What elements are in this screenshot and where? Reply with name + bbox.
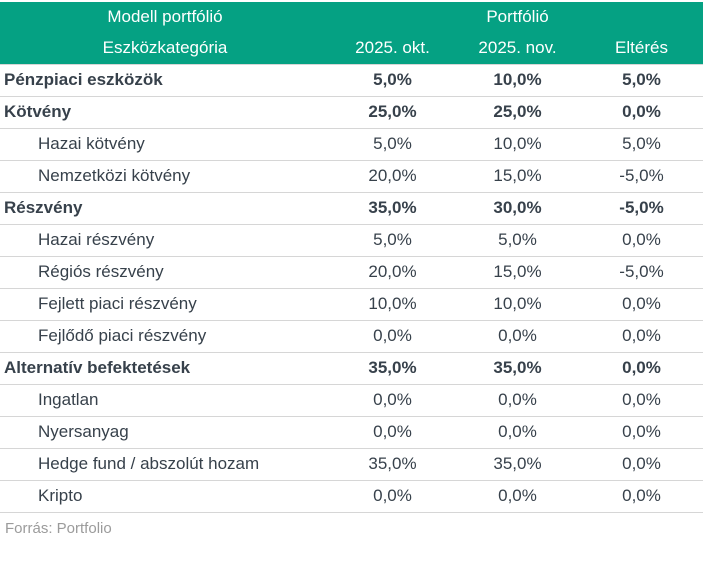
row-label: Fejlett piaci részvény	[0, 287, 330, 320]
cell-difference: 0,0%	[580, 223, 703, 256]
table-body: Pénzpiaci eszközök 5,0% 10,0% 5,0% Kötvé…	[0, 63, 703, 513]
row-label: Fejlődő piaci részvény	[0, 319, 330, 352]
cell-nov: 35,0%	[455, 447, 580, 480]
row-label: Részvény	[0, 191, 330, 224]
table-row: Fejlődő piaci részvény 0,0% 0,0% 0,0%	[0, 319, 703, 352]
cell-oct: 20,0%	[330, 159, 455, 192]
row-label: Nyersanyag	[0, 415, 330, 448]
cell-difference: 5,0%	[580, 63, 703, 96]
row-label: Ingatlan	[0, 383, 330, 416]
column-header-oct: 2025. okt.	[330, 32, 455, 64]
cell-nov: 5,0%	[455, 223, 580, 256]
cell-oct: 35,0%	[330, 351, 455, 384]
portfolio-allocation-table-wrap: Modell portfólió Portfólió Eszközkategór…	[0, 2, 703, 513]
table-row: Pénzpiaci eszközök 5,0% 10,0% 5,0%	[0, 63, 703, 96]
cell-nov: 0,0%	[455, 479, 580, 513]
cell-oct: 5,0%	[330, 63, 455, 96]
table-row: Részvény 35,0% 30,0% -5,0%	[0, 191, 703, 224]
table-row: Fejlett piaci részvény 10,0% 10,0% 0,0%	[0, 287, 703, 320]
cell-difference: 0,0%	[580, 95, 703, 128]
column-group-row: Modell portfólió Portfólió	[0, 2, 703, 32]
table-row: Nyersanyag 0,0% 0,0% 0,0%	[0, 415, 703, 448]
cell-oct: 10,0%	[330, 287, 455, 320]
cell-difference: 5,0%	[580, 127, 703, 160]
cell-nov: 10,0%	[455, 287, 580, 320]
cell-nov: 15,0%	[455, 255, 580, 288]
cell-nov: 35,0%	[455, 351, 580, 384]
cell-nov: 0,0%	[455, 415, 580, 448]
cell-nov: 10,0%	[455, 127, 580, 160]
table-row: Alternatív befektetések 35,0% 35,0% 0,0%	[0, 351, 703, 384]
cell-nov: 15,0%	[455, 159, 580, 192]
row-label: Alternatív befektetések	[0, 351, 330, 384]
cell-oct: 5,0%	[330, 127, 455, 160]
row-label: Hazai kötvény	[0, 127, 330, 160]
cell-oct: 35,0%	[330, 447, 455, 480]
cell-nov: 0,0%	[455, 383, 580, 416]
cell-oct: 0,0%	[330, 479, 455, 513]
cell-difference: 0,0%	[580, 319, 703, 352]
cell-oct: 35,0%	[330, 191, 455, 224]
column-group-portfolio: Portfólió	[455, 2, 580, 32]
cell-oct: 0,0%	[330, 415, 455, 448]
cell-difference: 0,0%	[580, 383, 703, 416]
table-row: Nemzetközi kötvény 20,0% 15,0% -5,0%	[0, 159, 703, 192]
cell-difference: 0,0%	[580, 351, 703, 384]
row-label: Pénzpiaci eszközök	[0, 63, 330, 96]
portfolio-allocation-table: Modell portfólió Portfólió Eszközkategór…	[0, 2, 703, 513]
table-row: Hazai részvény 5,0% 5,0% 0,0%	[0, 223, 703, 256]
cell-difference: -5,0%	[580, 191, 703, 224]
row-label: Nemzetközi kötvény	[0, 159, 330, 192]
source-note: Forrás: Portfolio	[5, 520, 112, 537]
cell-difference: 0,0%	[580, 287, 703, 320]
cell-difference: -5,0%	[580, 159, 703, 192]
cell-difference: 0,0%	[580, 479, 703, 513]
row-label: Régiós részvény	[0, 255, 330, 288]
table-row: Ingatlan 0,0% 0,0% 0,0%	[0, 383, 703, 416]
row-label: Hedge fund / abszolút hozam	[0, 447, 330, 480]
cell-oct: 0,0%	[330, 383, 455, 416]
row-label: Kötvény	[0, 95, 330, 128]
cell-nov: 30,0%	[455, 191, 580, 224]
cell-nov: 0,0%	[455, 319, 580, 352]
column-group-model-portfolio: Modell portfólió	[0, 2, 330, 32]
row-label: Hazai részvény	[0, 223, 330, 256]
table-row: Hazai kötvény 5,0% 10,0% 5,0%	[0, 127, 703, 160]
column-header-category: Eszközkategória	[0, 32, 330, 64]
table-row: Kötvény 25,0% 25,0% 0,0%	[0, 95, 703, 128]
cell-nov: 10,0%	[455, 63, 580, 96]
cell-oct: 0,0%	[330, 319, 455, 352]
cell-nov: 25,0%	[455, 95, 580, 128]
cell-difference: 0,0%	[580, 447, 703, 480]
column-group-spacer-1	[330, 2, 455, 32]
column-header-difference: Eltérés	[580, 32, 703, 64]
table-header: Modell portfólió Portfólió Eszközkategór…	[0, 2, 703, 64]
row-label: Kripto	[0, 479, 330, 513]
column-group-spacer-2	[580, 2, 703, 32]
cell-oct: 20,0%	[330, 255, 455, 288]
table-row: Régiós részvény 20,0% 15,0% -5,0%	[0, 255, 703, 288]
table-row: Kripto 0,0% 0,0% 0,0%	[0, 479, 703, 513]
cell-difference: 0,0%	[580, 415, 703, 448]
table-row: Hedge fund / abszolút hozam 35,0% 35,0% …	[0, 447, 703, 480]
cell-oct: 5,0%	[330, 223, 455, 256]
column-header-nov: 2025. nov.	[455, 32, 580, 64]
cell-difference: -5,0%	[580, 255, 703, 288]
cell-oct: 25,0%	[330, 95, 455, 128]
column-header-row: Eszközkategória 2025. okt. 2025. nov. El…	[0, 32, 703, 64]
